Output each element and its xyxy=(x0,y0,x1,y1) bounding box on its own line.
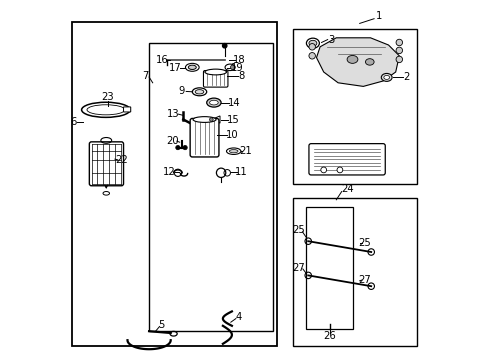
Circle shape xyxy=(308,53,315,59)
Text: 16: 16 xyxy=(156,55,168,66)
FancyBboxPatch shape xyxy=(123,107,130,112)
Circle shape xyxy=(222,44,226,48)
Text: 14: 14 xyxy=(227,98,240,108)
Ellipse shape xyxy=(226,148,241,154)
Text: 27: 27 xyxy=(358,275,371,285)
Ellipse shape xyxy=(229,150,238,153)
Text: 23: 23 xyxy=(101,92,114,102)
Ellipse shape xyxy=(383,76,389,80)
Text: 18: 18 xyxy=(232,55,245,66)
Circle shape xyxy=(395,56,402,63)
Ellipse shape xyxy=(306,38,319,48)
Text: 19: 19 xyxy=(230,63,243,73)
FancyArrowPatch shape xyxy=(104,185,107,188)
Circle shape xyxy=(395,47,402,54)
Text: 7: 7 xyxy=(142,71,149,81)
Circle shape xyxy=(336,167,342,173)
FancyBboxPatch shape xyxy=(190,118,219,157)
Ellipse shape xyxy=(209,100,218,105)
Text: 17: 17 xyxy=(168,63,181,73)
Circle shape xyxy=(308,44,315,50)
Circle shape xyxy=(395,39,402,46)
Text: 20: 20 xyxy=(165,136,178,146)
Text: 11: 11 xyxy=(235,167,247,177)
Text: 3: 3 xyxy=(328,35,334,45)
Ellipse shape xyxy=(224,64,235,71)
Ellipse shape xyxy=(204,69,226,75)
Text: 13: 13 xyxy=(166,109,179,119)
FancyBboxPatch shape xyxy=(308,144,385,175)
Circle shape xyxy=(209,118,213,121)
Bar xyxy=(306,207,352,329)
Ellipse shape xyxy=(381,73,391,81)
Text: 12: 12 xyxy=(163,167,176,177)
Circle shape xyxy=(183,145,187,150)
Polygon shape xyxy=(211,116,220,123)
Text: 15: 15 xyxy=(226,114,239,125)
Text: 21: 21 xyxy=(239,146,251,156)
Text: 6: 6 xyxy=(70,117,77,127)
Text: 2: 2 xyxy=(403,72,409,82)
Ellipse shape xyxy=(192,88,206,96)
Ellipse shape xyxy=(193,117,216,122)
Ellipse shape xyxy=(188,65,196,69)
Polygon shape xyxy=(316,38,399,86)
Circle shape xyxy=(230,65,234,69)
FancyBboxPatch shape xyxy=(203,71,227,87)
Text: 22: 22 xyxy=(116,155,128,165)
Bar xyxy=(149,43,273,331)
Text: 27: 27 xyxy=(291,263,304,273)
Circle shape xyxy=(175,145,180,150)
Text: 1: 1 xyxy=(376,11,382,21)
Bar xyxy=(292,29,416,184)
Text: 25: 25 xyxy=(358,238,371,248)
Ellipse shape xyxy=(346,55,357,63)
Ellipse shape xyxy=(195,90,203,94)
Text: 8: 8 xyxy=(238,71,244,81)
Text: 26: 26 xyxy=(323,330,336,341)
Text: 4: 4 xyxy=(235,312,242,322)
Ellipse shape xyxy=(206,98,221,107)
Bar xyxy=(72,22,276,346)
Bar xyxy=(292,198,416,346)
Text: 24: 24 xyxy=(340,184,353,194)
Circle shape xyxy=(320,167,326,173)
Ellipse shape xyxy=(365,59,373,65)
Ellipse shape xyxy=(185,63,199,71)
Ellipse shape xyxy=(308,40,316,46)
Text: 9: 9 xyxy=(178,86,184,96)
Text: 25: 25 xyxy=(291,225,304,235)
Text: 10: 10 xyxy=(225,130,238,140)
Text: 5: 5 xyxy=(158,320,164,330)
